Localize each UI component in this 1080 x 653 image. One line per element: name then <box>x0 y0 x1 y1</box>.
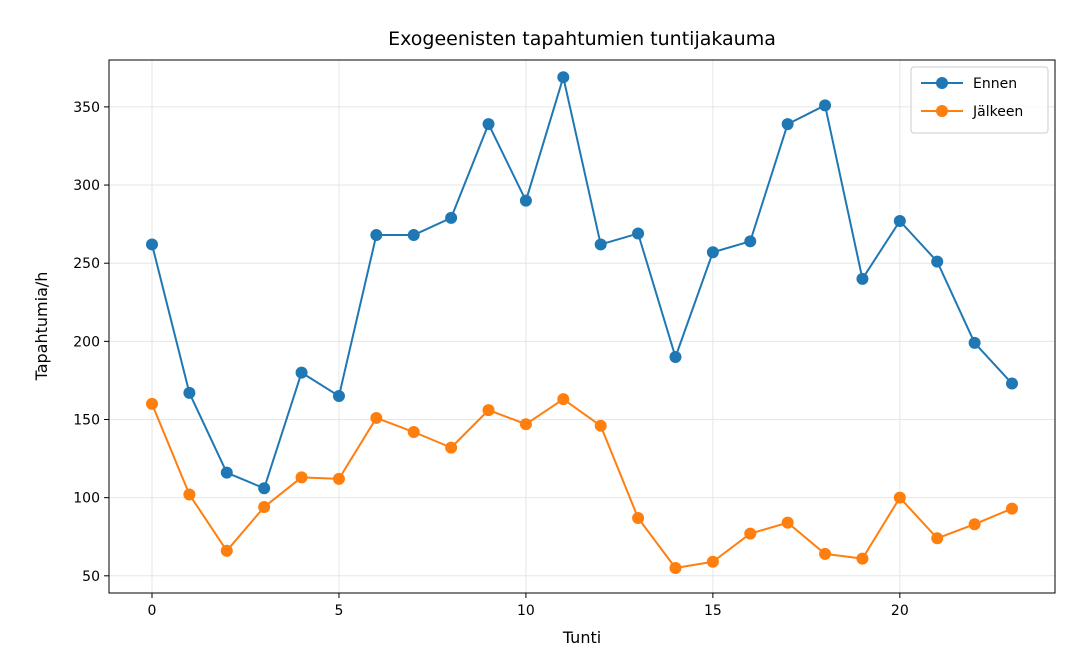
data-point <box>482 118 495 131</box>
data-point <box>931 532 944 545</box>
data-point <box>968 336 981 349</box>
series-line <box>151 76 1013 490</box>
data-point <box>332 390 345 403</box>
legend-label: Jälkeen <box>972 104 1023 120</box>
data-point <box>295 366 308 379</box>
data-point <box>407 426 420 439</box>
data-point <box>445 441 458 454</box>
legend: Ennen Jälkeen <box>910 66 1049 134</box>
data-point <box>557 71 570 84</box>
data-point <box>819 547 832 560</box>
legend-item: Ennen <box>921 76 1017 92</box>
y-tick-label: 250 <box>73 256 100 272</box>
data-point <box>407 229 420 242</box>
data-point <box>519 418 532 431</box>
data-point <box>258 482 271 495</box>
data-point <box>183 386 196 399</box>
data-point <box>893 491 906 504</box>
x-tick-label: 20 <box>891 603 909 619</box>
x-tick-label: 15 <box>704 603 722 619</box>
x-axis: 0 5 10 15 20 <box>148 593 909 619</box>
x-tick-label: 10 <box>517 603 535 619</box>
data-point <box>519 194 532 207</box>
legend-marker <box>936 105 948 117</box>
data-point <box>669 350 682 363</box>
data-point <box>557 393 570 406</box>
y-axis: 50 100 150 200 250 300 350 <box>73 100 109 585</box>
data-point <box>594 238 607 251</box>
data-point <box>332 472 345 485</box>
data-point <box>856 552 869 565</box>
data-point <box>482 404 495 417</box>
data-point <box>146 397 158 410</box>
plot-frame <box>108 59 1056 594</box>
data-point <box>781 516 794 529</box>
x-tick-label: 5 <box>334 603 343 619</box>
series-line <box>151 398 1013 569</box>
y-axis-label: Tapahtumia/h <box>32 272 51 382</box>
data-point <box>632 511 645 524</box>
series-2 <box>146 393 1018 574</box>
data-point <box>819 99 832 112</box>
x-tick-label: 0 <box>148 603 157 619</box>
data-point <box>183 488 196 501</box>
data-point <box>931 255 944 268</box>
data-point <box>370 229 383 242</box>
data-point <box>632 227 645 240</box>
data-point <box>1006 377 1018 390</box>
data-point <box>706 555 719 568</box>
legend-marker <box>936 77 948 89</box>
series-layer <box>146 71 1018 574</box>
data-point <box>1006 502 1018 515</box>
legend-label: Ennen <box>973 76 1017 92</box>
data-point <box>445 211 458 224</box>
data-point <box>370 411 383 424</box>
series-1 <box>146 71 1018 495</box>
data-point <box>706 246 719 259</box>
data-point <box>893 214 906 227</box>
data-point <box>669 561 682 574</box>
data-point <box>258 501 271 514</box>
data-point <box>968 518 981 531</box>
y-tick-label: 350 <box>73 100 100 116</box>
y-tick-label: 200 <box>73 334 100 350</box>
chart-title: Exogeenisten tapahtumien tuntijakauma <box>388 28 776 50</box>
data-point <box>295 471 308 484</box>
x-axis-label: Tunti <box>562 628 601 647</box>
data-point <box>594 419 607 432</box>
y-tick-label: 50 <box>82 569 100 585</box>
data-point <box>856 272 869 285</box>
data-point <box>220 544 233 557</box>
y-tick-label: 150 <box>73 413 100 429</box>
y-tick-label: 100 <box>73 491 100 507</box>
data-point <box>146 238 158 251</box>
legend-item: Jälkeen <box>921 104 1023 120</box>
data-point <box>744 235 757 248</box>
data-point <box>744 527 757 540</box>
data-point <box>220 466 233 479</box>
data-point <box>781 118 794 131</box>
y-tick-label: 300 <box>73 178 100 194</box>
